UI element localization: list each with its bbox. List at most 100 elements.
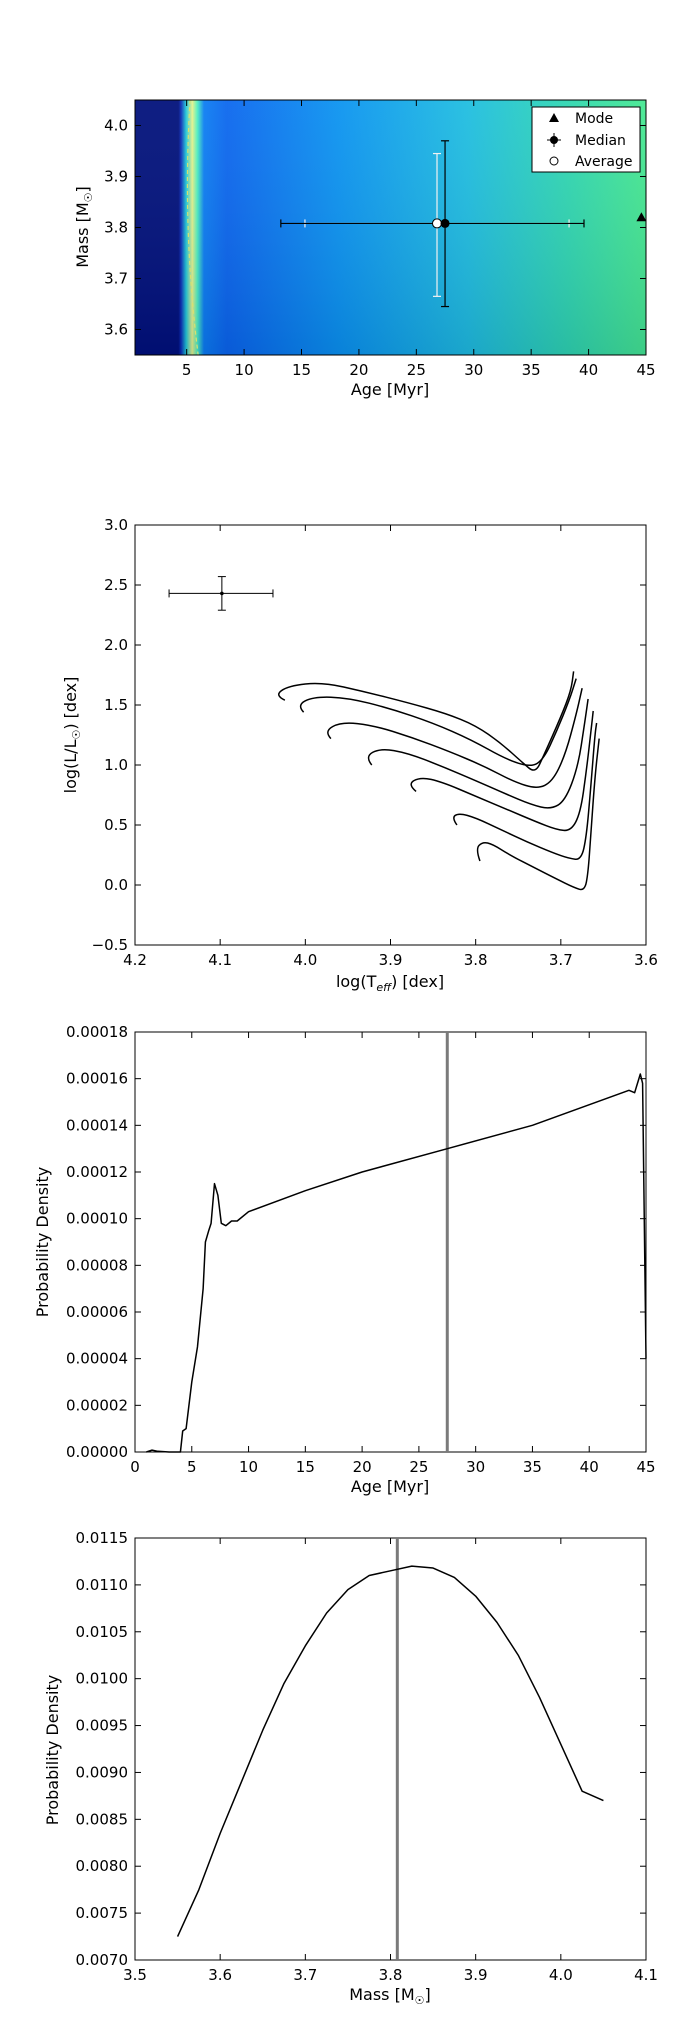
mass-pdf-xtick-label: 3.5 — [123, 1966, 147, 1984]
age-pdf-ytick-label: 0.00006 — [66, 1303, 128, 1321]
median-point — [440, 218, 450, 228]
mass-pdf-ytick-label: 0.0085 — [76, 1810, 129, 1828]
age-pdf-ylabel: Probability Density — [33, 1167, 52, 1318]
hr-xtick-label: 3.8 — [464, 951, 488, 969]
isochrone-line-1 — [476, 738, 600, 891]
heatmap-ytick-label: 3.9 — [104, 168, 128, 186]
age-pdf-ytick-label: 0.00008 — [66, 1256, 128, 1274]
legend-mode-marker — [549, 113, 559, 122]
legend-median-label: Median — [575, 133, 626, 149]
mass-pdf-xtick-label: 4.0 — [549, 1966, 573, 1984]
age-pdf-xtick-label: 10 — [239, 1458, 258, 1476]
mass-pdf-ytick-label: 0.0110 — [76, 1576, 129, 1594]
mass-pdf-ytick-label: 0.0115 — [76, 1529, 129, 1547]
isochrone-line-6 — [299, 678, 577, 767]
age-pdf-ytick-label: 0.00012 — [66, 1163, 128, 1181]
mass-pdf-ylabel: Probability Density — [43, 1675, 62, 1826]
panel-mass-pdf: 3.5 3.6 3.7 3.8 3.9 4.0 4.1 0.0070 0.0075 0.0080 0… — [43, 1529, 658, 2007]
isochrone-line-4 — [367, 698, 589, 809]
panel-age-pdf: 0 5 10 15 20 25 30 35 40 45 0.00000 0.00002 0.00004 0… — [33, 1023, 656, 1496]
observation-point — [220, 591, 224, 596]
hr-xtick-label: 4.1 — [208, 951, 232, 969]
isochrone-line-2 — [453, 722, 598, 860]
age-pdf-xtick-label: 40 — [580, 1458, 599, 1476]
mass-pdf-xlabel: Mass [M☉] — [349, 1985, 431, 2007]
heatmap-xtick-label: 40 — [579, 361, 598, 379]
heatmap-xtick-label: 35 — [522, 361, 541, 379]
hr-xlabel: log(Teff) [dex] — [336, 972, 444, 994]
age-pdf-ytick-label: 0.00002 — [66, 1396, 128, 1414]
age-pdf-xtick-label: 15 — [296, 1458, 315, 1476]
age-pdf-ytick-label: 0.00016 — [66, 1070, 128, 1088]
heatmap-xtick-label: 45 — [636, 361, 655, 379]
heatmap-xtick-label: 20 — [349, 361, 368, 379]
legend-average-label: Average — [575, 154, 633, 170]
panel-hr-diagram: 4.2 4.1 4.0 3.9 3.8 3.7 3.6 −0.5 0.0 0.5 1.0 1.5 2.0… — [61, 516, 658, 994]
age-pdf-xlabel: Age [Myr] — [351, 1477, 429, 1496]
mode-point — [636, 212, 647, 222]
average-point — [432, 218, 443, 229]
mass-pdf-ytick-label: 0.0090 — [76, 1763, 129, 1781]
age-pdf-xtick-label: 25 — [409, 1458, 428, 1476]
isochrone-line-7 — [278, 671, 575, 771]
hr-ytick-label: −0.5 — [92, 936, 128, 954]
mass-pdf-frame — [134, 1537, 647, 1961]
isochrone-line-5 — [327, 688, 583, 788]
hr-ylabel: log(L/L☉) [dex] — [61, 677, 83, 794]
hr-xtick-label: 3.6 — [634, 951, 658, 969]
age-pdf-ytick-label: 0.00000 — [66, 1443, 128, 1461]
mass-pdf-xtick-label: 3.8 — [379, 1966, 403, 1984]
heatmap-ridge-line — [186, 99, 199, 356]
mass-pdf-line — [176, 1565, 604, 1937]
legend: Mode Median Average — [531, 106, 641, 173]
hr-ytick-label: 1.5 — [104, 696, 128, 714]
heatmap-ytick-label: 4.0 — [104, 117, 128, 135]
legend-average-marker — [549, 156, 559, 166]
legend-mode-label: Mode — [575, 111, 613, 127]
heatmap-ytick-label: 3.7 — [104, 270, 128, 288]
hr-xtick-label: 3.9 — [379, 951, 403, 969]
hr-ytick-label: 3.0 — [104, 516, 128, 534]
heatmap-xtick-label: 30 — [464, 361, 483, 379]
heatmap-xtick-label: 5 — [182, 361, 192, 379]
mass-pdf-ytick-label: 0.0105 — [76, 1623, 129, 1641]
age-pdf-xtick-label: 35 — [523, 1458, 542, 1476]
heatmap-xtick-label: 25 — [407, 361, 426, 379]
legend-median-marker — [550, 136, 558, 144]
hr-xtick-label: 4.2 — [123, 951, 147, 969]
age-pdf-ytick-label: 0.00010 — [66, 1210, 128, 1228]
hr-ytick-label: 2.0 — [104, 636, 128, 654]
age-pdf-xtick-label: 45 — [636, 1458, 655, 1476]
heatmap-xtick-label: 15 — [292, 361, 311, 379]
isochrone-line-3 — [410, 710, 594, 832]
heatmap-ytick-label: 3.6 — [104, 321, 128, 339]
mass-pdf-ytick-label: 0.0095 — [76, 1717, 129, 1735]
mass-pdf-xtick-label: 3.9 — [464, 1966, 488, 1984]
heatmap-xtick-label: 10 — [235, 361, 254, 379]
hr-xtick-label: 3.7 — [549, 951, 573, 969]
heatmap-xlabel: Age [Myr] — [351, 380, 429, 399]
hr-ytick-label: 0.5 — [104, 816, 128, 834]
hr-ytick-label: 1.0 — [104, 756, 128, 774]
mass-pdf-ytick-label: 0.0075 — [76, 1904, 129, 1922]
hr-ytick-label: 2.5 — [104, 576, 128, 594]
mass-pdf-ytick-label: 0.0100 — [76, 1670, 129, 1688]
mass-pdf-xtick-label: 4.1 — [634, 1966, 658, 1984]
hr-xtick-label: 4.0 — [293, 951, 317, 969]
age-pdf-ytick-label: 0.00018 — [66, 1023, 128, 1041]
age-pdf-xtick-label: 20 — [353, 1458, 372, 1476]
age-pdf-ytick-label: 0.00004 — [66, 1350, 128, 1368]
age-pdf-frame — [134, 1031, 647, 1453]
heatmap-ytick-label: 3.8 — [104, 219, 128, 237]
age-pdf-line — [146, 1073, 647, 1453]
age-pdf-xtick-label: 5 — [187, 1458, 197, 1476]
mass-pdf-xtick-label: 3.6 — [208, 1966, 232, 1984]
heatmap-ylabel: Mass [M☉] — [73, 186, 95, 268]
hr-frame — [134, 524, 647, 946]
hr-ytick-label: 0.0 — [104, 876, 128, 894]
mass-pdf-xtick-label: 3.7 — [293, 1966, 317, 1984]
mass-pdf-ytick-label: 0.0070 — [76, 1951, 129, 1969]
age-pdf-xtick-label: 30 — [466, 1458, 485, 1476]
age-pdf-ytick-label: 0.00014 — [66, 1116, 128, 1134]
